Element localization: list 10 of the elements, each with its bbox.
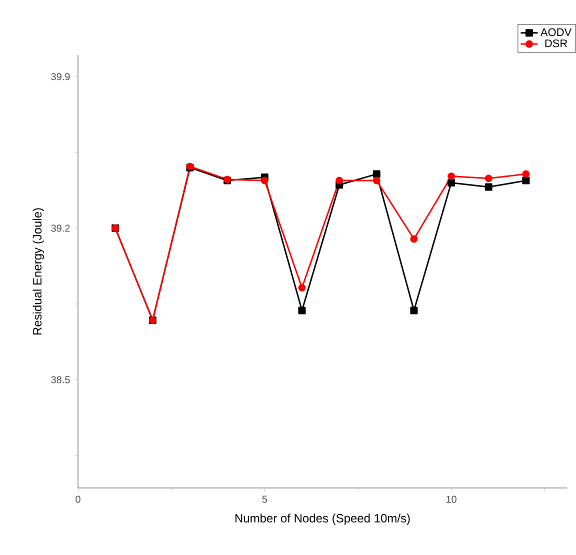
legend-label: DSR [545, 39, 568, 48]
legend-label: AODV [540, 28, 572, 36]
y-tick-label: 39.9 [51, 73, 70, 80]
y-axis-title: Residual Energy (Joule) [32, 208, 44, 335]
y-tick-label: 38.5 [51, 376, 70, 384]
y-tick-label: 39.2 [51, 224, 70, 232]
x-axis-title: Number of Nodes (Speed 10m/s) [235, 514, 410, 525]
x-tick-label: 10 [446, 496, 456, 503]
x-tick-label: 0 [76, 496, 80, 503]
x-tick-label: 5 [262, 496, 268, 503]
